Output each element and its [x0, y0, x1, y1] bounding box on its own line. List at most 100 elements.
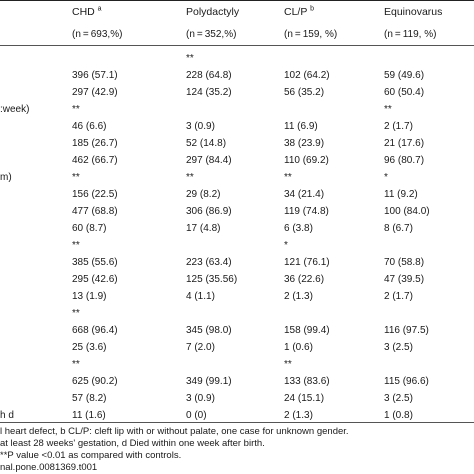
table-row: 13 (1.9) 4 (1.1) 2 (1.3) 2 (1.7) [0, 286, 474, 307]
table-row: 668 (96.4) 345 (98.0) 158 (99.4) 116 (97.5) [0, 320, 474, 341]
col-n-equinovarus: (n = 119, %) [384, 29, 437, 40]
table-row: ** * [0, 235, 474, 256]
table-cell: 668 (96.4) [72, 325, 118, 336]
table-cell: 11 (6.9) [284, 121, 318, 132]
table-cell: 17 (4.8) [186, 223, 221, 234]
table-row: 396 (57.1) 228 (64.8) 102 (64.2) 59 (49.6) [0, 65, 474, 86]
table-cell: 3 (2.5) [384, 393, 413, 404]
col-header-polydactyly: Polydactyly [186, 6, 240, 18]
table-cell: 102 (64.2) [284, 70, 330, 81]
table-cell: 24 (15.1) [284, 393, 325, 404]
table-cell: 228 (64.8) [186, 70, 232, 81]
table-cell: 119 (74.8) [284, 206, 329, 217]
table-cell: 110 (69.2) [284, 155, 329, 166]
table-cell: 60 (50.4) [384, 87, 425, 98]
table-cell: ** [284, 172, 292, 183]
table-row: h d 11 (1.6) 0 (0) 2 (1.3) 1 (0.8) [0, 405, 474, 426]
footnote-line: **P value <0.01 as compared with control… [0, 450, 182, 461]
table-row: 297 (42.9) 124 (35.2) 56 (35.2) 60 (50.4) [0, 82, 474, 103]
table-cell: 125 (35.56) [186, 274, 238, 285]
table-cell: 34 (21.4) [284, 189, 325, 200]
table-cell: 60 (8.7) [72, 223, 107, 234]
table-cell: 223 (63.4) [186, 257, 232, 268]
table-cell: 0 (0) [186, 410, 207, 421]
table-cell: 3 (0.9) [186, 393, 215, 404]
table-cell: 124 (35.2) [186, 87, 232, 98]
table-cell: 2 (1.3) [284, 291, 313, 302]
table-cell: ** [72, 308, 80, 319]
table-row: 25 (3.6) 7 (2.0) 1 (0.6) 3 (2.5) [0, 337, 474, 358]
col-header-equinovarus: Equinovarus [384, 6, 443, 18]
table-cell: 70 (58.8) [384, 257, 425, 268]
table-cell: 4 (1.1) [186, 291, 215, 302]
table-row: 385 (55.6) 223 (63.4) 121 (76.1) 70 (58.8) [0, 252, 474, 273]
header-bottom-rule [0, 45, 474, 46]
table-bottom-rule [0, 422, 474, 423]
table-cell: 3 (2.5) [384, 342, 413, 353]
table-cell: 11 (1.6) [72, 410, 106, 421]
table-cell: 156 (22.5) [72, 189, 118, 200]
footnote-line: l heart defect, b CL/P: cleft lip with o… [0, 426, 349, 437]
table-row: ** [0, 48, 474, 69]
table-row: 462 (66.7) 297 (84.4) 110 (69.2) 96 (80.7) [0, 150, 474, 171]
table-cell: 2 (1.3) [284, 410, 313, 421]
table-cell: 297 (84.4) [186, 155, 232, 166]
table-cell: 56 (35.2) [284, 87, 325, 98]
table-top-rule [0, 0, 474, 1]
table-row: 477 (68.8) 306 (86.9) 119 (74.8) 100 (84.0) [0, 201, 474, 222]
table-cell: 306 (86.9) [186, 206, 232, 217]
table-row: 156 (22.5) 29 (8.2) 34 (21.4) 11 (9.2) [0, 184, 474, 205]
table-cell: 96 (80.7) [384, 155, 425, 166]
table-cell: 57 (8.2) [72, 393, 107, 404]
table-cell: 297 (42.9) [72, 87, 118, 98]
table-cell: 477 (68.8) [72, 206, 118, 217]
table-row: 295 (42.6) 125 (35.56) 36 (22.6) 47 (39.5) [0, 269, 474, 290]
table-cell: 462 (66.7) [72, 155, 118, 166]
table-row: :week) ** ** [0, 99, 474, 120]
table-row: 185 (26.7) 52 (14.8) 38 (23.9) 21 (17.6) [0, 133, 474, 154]
table-cell: 52 (14.8) [186, 138, 227, 149]
table-cell: * [284, 240, 288, 251]
table-cell: ** [186, 53, 194, 64]
table-cell: 121 (76.1) [284, 257, 330, 268]
table-row: 57 (8.2) 3 (0.9) 24 (15.1) 3 (2.5) [0, 388, 474, 409]
table-cell: 133 (83.6) [284, 376, 330, 387]
col-header-clp: CL/P b [284, 5, 314, 19]
table-cell: 13 (1.9) [72, 291, 107, 302]
table-cell: ** [72, 172, 80, 183]
table-cell: 349 (99.1) [186, 376, 232, 387]
table-cell: 185 (26.7) [72, 138, 118, 149]
table-cell: ** [72, 359, 80, 370]
table-cell: 1 (0.8) [384, 410, 413, 421]
table-cell: 396 (57.1) [72, 70, 118, 81]
table-cell: ** [72, 240, 80, 251]
table-cell: 7 (2.0) [186, 342, 215, 353]
table-cell: 47 (39.5) [384, 274, 425, 285]
table-row: 46 (6.6) 3 (0.9) 11 (6.9) 2 (1.7) [0, 116, 474, 137]
table-cell: 385 (55.6) [72, 257, 118, 268]
table-cell: 158 (99.4) [284, 325, 330, 336]
col-n-clp: (n = 159, %) [284, 29, 338, 40]
table-cell: 625 (90.2) [72, 376, 118, 387]
col-header-chd: CHD a [72, 5, 102, 19]
table-cell: 21 (17.6) [384, 138, 425, 149]
table-cell: 8 (6.7) [384, 223, 413, 234]
footnotes: l heart defect, b CL/P: cleft lip with o… [0, 426, 474, 474]
table-row: m) ** ** ** * [0, 167, 474, 188]
table-cell: 59 (49.6) [384, 70, 425, 81]
table-cell: 100 (84.0) [384, 206, 430, 217]
table-cell: 115 (96.6) [384, 376, 429, 387]
table-cell: ** [186, 172, 194, 183]
table-cell: 25 (3.6) [72, 342, 107, 353]
table-cell: 1 (0.6) [284, 342, 313, 353]
table-cell: 38 (23.9) [284, 138, 325, 149]
table-cell: 2 (1.7) [384, 291, 413, 302]
footnote-line: at least 28 weeks' gestation, d Died wit… [0, 438, 265, 449]
table-cell: 11 (9.2) [384, 189, 418, 200]
table-cell: 29 (8.2) [186, 189, 221, 200]
table-cell: 6 (3.8) [284, 223, 313, 234]
table-cell: 2 (1.7) [384, 121, 413, 132]
table-cell: ** [384, 104, 392, 115]
table-cell: ** [72, 104, 80, 115]
table-row: 60 (8.7) 17 (4.8) 6 (3.8) 8 (6.7) [0, 218, 474, 239]
